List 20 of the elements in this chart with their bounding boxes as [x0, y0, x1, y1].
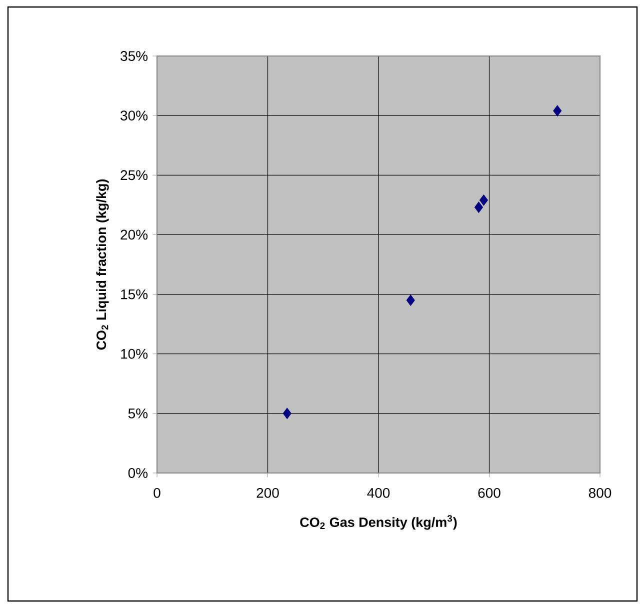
y-tick-label: 10% — [121, 348, 148, 359]
x-tick-label: 400 — [367, 488, 390, 498]
y-tick-label: 15% — [121, 289, 148, 300]
y-tick-label: 25% — [120, 170, 148, 180]
point — [406, 294, 415, 306]
x-tick-label: 800 — [588, 488, 612, 498]
y-tick-label: 30% — [120, 110, 148, 121]
y-tick-label: 20% — [120, 230, 148, 240]
x-axis-title: CO$_{2}$ Gas Density (kg/m$^{3}$) — [300, 515, 457, 530]
y-tick-label: 35% — [120, 51, 148, 61]
point — [553, 105, 562, 116]
x-tick-label: 200 — [256, 488, 279, 498]
point — [282, 408, 292, 420]
y-axis-title: CO$_{2}$ Liquid fraction (kg/kg) — [96, 179, 109, 350]
point — [474, 202, 484, 214]
y-tick-label: 5% — [128, 408, 148, 418]
y-tick-label: 0% — [128, 468, 148, 478]
x-tick-label: 600 — [478, 488, 500, 498]
x-tick-label: 0 — [154, 488, 160, 498]
point — [479, 194, 488, 206]
